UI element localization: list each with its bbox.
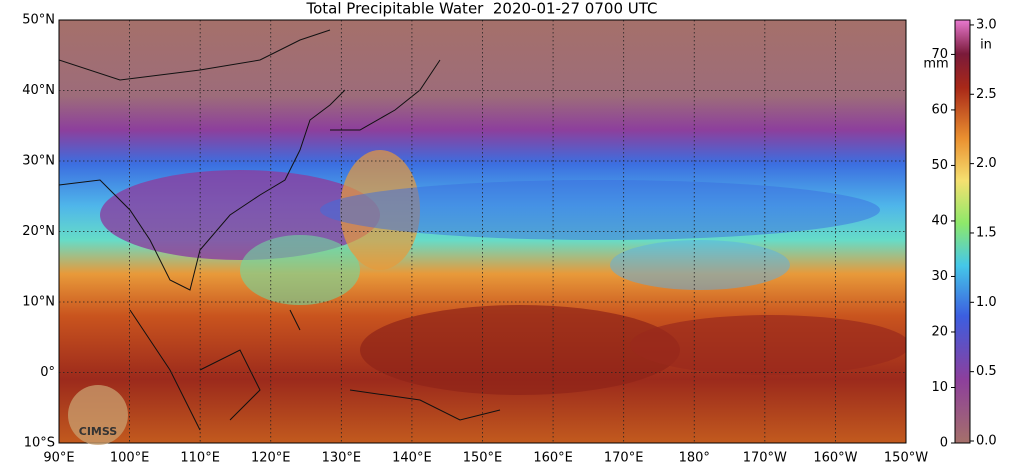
- mm-tick-label: 60: [931, 102, 948, 117]
- title: Total Precipitable Water 2020-01-27 0700…: [305, 0, 657, 18]
- in-tick-label: 2.0: [976, 156, 997, 171]
- lat-label: 30°N: [22, 154, 55, 169]
- lat-label: 40°N: [22, 83, 55, 98]
- mm-tick-label: 30: [931, 269, 948, 284]
- in-tick-label: 1.0: [976, 295, 997, 310]
- lon-label: 160°W: [813, 451, 857, 466]
- lon-label: 170°W: [743, 451, 787, 466]
- lon-label: 170°E: [604, 451, 644, 466]
- lat-label: 0°: [40, 365, 55, 380]
- lon-label: 100°E: [110, 451, 150, 466]
- in-tick-label: 3.0: [976, 17, 997, 32]
- lon-label: 180°: [679, 451, 710, 466]
- in-tick-label: 0.5: [976, 364, 997, 379]
- mm-tick-label: 50: [931, 158, 948, 173]
- in-unit: in: [980, 38, 992, 53]
- lat-label: 20°N: [22, 224, 55, 239]
- lat-label: 10°N: [22, 295, 55, 310]
- mm-tick-label: 10: [931, 380, 948, 395]
- lat-label: 10°S: [24, 436, 55, 451]
- logo-text: CIMSS: [79, 425, 118, 438]
- lon-label: 140°E: [392, 451, 432, 466]
- lon-label: 90°E: [43, 451, 74, 466]
- colorbar: [954, 19, 971, 444]
- lon-label: 120°E: [251, 451, 291, 466]
- mm-tick-label: 40: [931, 213, 948, 228]
- in-tick-label: 2.5: [976, 87, 997, 102]
- lon-label: 160°E: [533, 451, 573, 466]
- lat-label: 50°N: [22, 13, 55, 28]
- mm-tick-label: 70: [931, 47, 948, 62]
- graticule: [59, 20, 906, 443]
- mm-unit: mm: [923, 57, 948, 72]
- map-frame: [58, 19, 907, 444]
- mm-tick-label: 0: [940, 436, 948, 451]
- in-tick-label: 0.0: [976, 434, 997, 449]
- lon-label: 110°E: [180, 451, 220, 466]
- lon-label: 150°W: [884, 451, 928, 466]
- lon-label: 150°E: [463, 451, 503, 466]
- lon-label: 130°E: [322, 451, 362, 466]
- logo: CIMSS: [68, 385, 128, 445]
- in-tick-label: 1.5: [976, 225, 997, 240]
- mm-tick-label: 20: [931, 324, 948, 339]
